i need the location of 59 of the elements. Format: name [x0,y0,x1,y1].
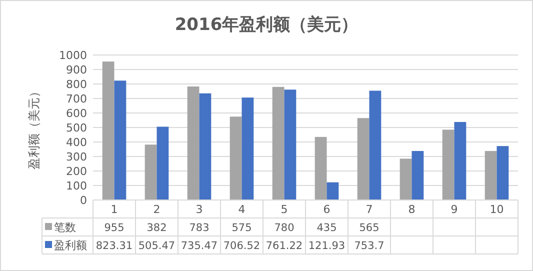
bar [284,90,296,200]
y-tick-label: 0 [80,194,87,207]
y-tick-label: 200 [66,165,87,178]
x-tick-label: 8 [408,203,416,216]
y-tick-label: 600 [66,107,87,120]
data-label: 735.47 [180,240,218,252]
bar [156,126,169,200]
y-tick-label: 100 [66,180,87,192]
data-label: 706.52 [223,240,260,252]
data-label: 121.93 [308,240,346,252]
bar [199,93,212,200]
y-tick-label: 500 [66,122,87,134]
chart-title: 2016年盈利额（美元） [174,15,358,35]
y-tick-label: 400 [66,136,87,149]
x-tick-label: 3 [196,203,203,216]
data-label: 565 [359,222,380,234]
bar [442,130,454,200]
data-label: 753.7 [354,240,384,252]
y-tick-label: 900 [66,64,87,76]
y-tick-label: 700 [66,92,87,106]
x-tick-label: 9 [450,203,458,216]
bar [357,118,370,200]
data-label: 761.22 [266,240,303,252]
x-tick-label: 2 [153,203,160,216]
x-tick-label: 7 [366,203,373,216]
bar [272,86,284,200]
bar [326,182,339,200]
legend-label: 盈利额 [54,239,87,252]
data-label: 783 [189,222,210,234]
data-label: 955 [104,222,124,234]
x-tick-label: 1 [110,203,118,216]
x-tick-label: 10 [490,203,504,216]
y-tick-label: 300 [66,150,87,164]
bar [484,150,497,200]
data-label: 505.47 [138,240,176,252]
legend-label: 笔数 [54,221,76,234]
bar [454,122,466,200]
y-tick-label: 1000 [59,49,87,62]
bar [369,90,382,200]
data-label: 823.31 [96,240,133,252]
bar [314,136,327,200]
bar [144,144,157,200]
bar [242,98,254,200]
x-tick-label: 4 [238,203,246,216]
bar [114,80,126,200]
bar [187,86,200,200]
y-tick-label: 800 [66,78,87,91]
data-label: 575 [232,222,252,234]
y-axis-title: 盈利额（美元） [27,86,41,170]
data-label: 382 [146,222,167,234]
data-label: 780 [274,222,294,234]
bar [412,150,424,200]
bar [102,62,114,200]
bar [400,158,412,200]
x-tick-label: 6 [323,203,330,216]
x-tick-label: 5 [280,203,288,216]
bar [496,146,509,200]
bar [230,116,242,200]
data-label: 435 [316,222,337,234]
